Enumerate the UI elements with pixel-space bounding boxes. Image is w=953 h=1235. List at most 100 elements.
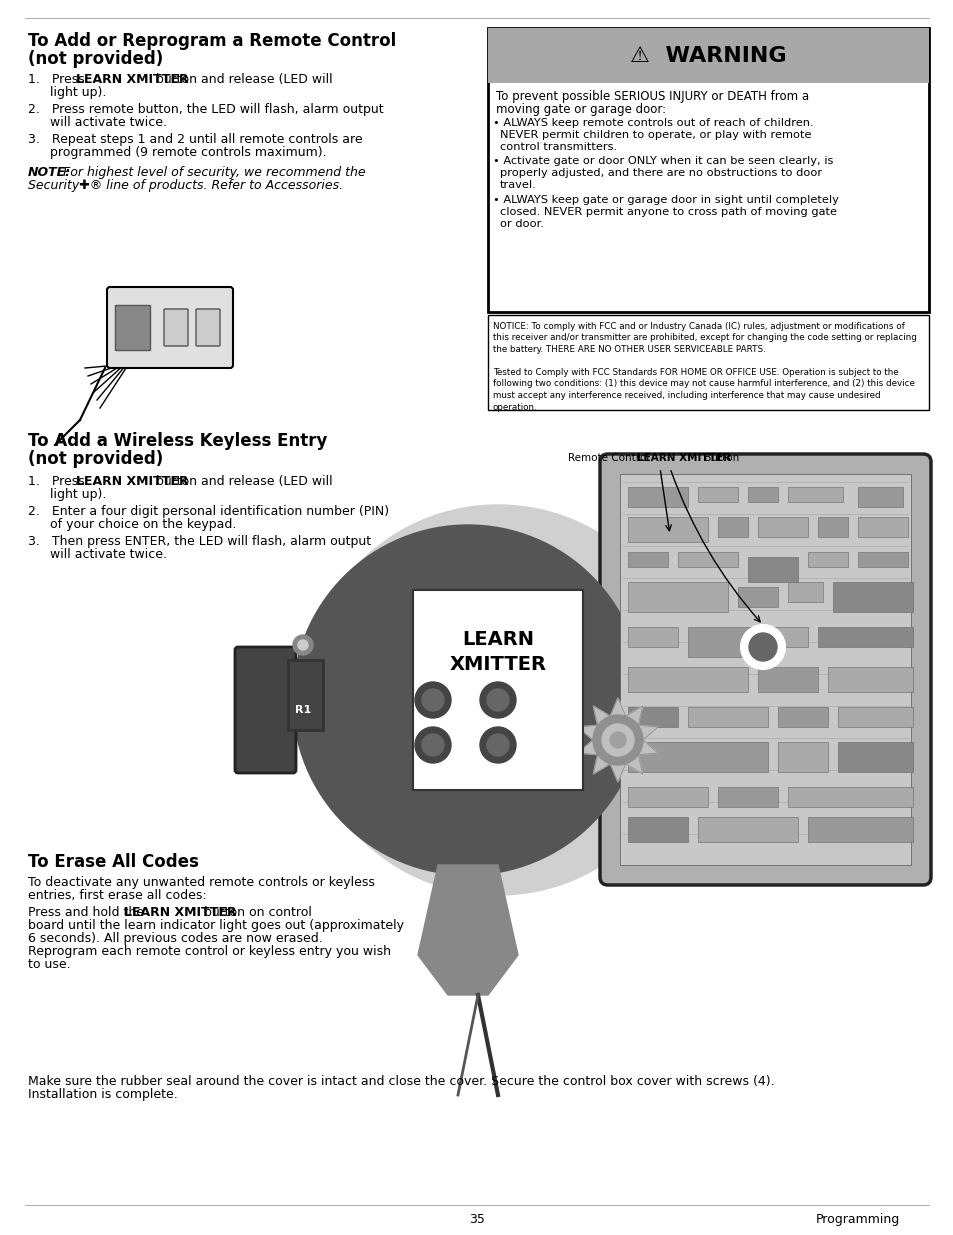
Circle shape	[415, 682, 451, 718]
Bar	[747, 487, 778, 501]
Bar	[115, 305, 150, 350]
Text: LEARN XMITTER: LEARN XMITTER	[637, 453, 731, 463]
Bar	[627, 517, 707, 542]
Text: For highest level of security, we recommend the: For highest level of security, we recomm…	[59, 165, 365, 179]
Circle shape	[740, 625, 784, 669]
Text: operation.: operation.	[493, 403, 537, 411]
Text: ⚠  WARNING: ⚠ WARNING	[630, 46, 786, 65]
Text: (not provided): (not provided)	[28, 49, 163, 68]
Bar	[738, 587, 778, 606]
Bar	[827, 667, 912, 692]
Text: must accept any interference received, including interference that may cause und: must accept any interference received, i…	[493, 391, 880, 400]
Bar	[832, 582, 912, 613]
Text: To Erase All Codes: To Erase All Codes	[28, 853, 198, 871]
Text: To prevent possible SERIOUS INJURY or DEATH from a: To prevent possible SERIOUS INJURY or DE…	[496, 90, 808, 103]
Text: will activate twice.: will activate twice.	[50, 116, 167, 128]
Bar	[787, 582, 822, 601]
Text: programmed (9 remote controls maximum).: programmed (9 remote controls maximum).	[50, 146, 326, 159]
Text: entries, first erase all codes:: entries, first erase all codes:	[28, 889, 207, 902]
Text: 2.   Press remote button, the LED will flash, alarm output: 2. Press remote button, the LED will fla…	[28, 103, 383, 116]
Polygon shape	[578, 698, 658, 782]
Text: Reprogram each remote control or keyless entry you wish: Reprogram each remote control or keyless…	[28, 945, 391, 958]
Text: button on control: button on control	[199, 906, 312, 919]
Text: 3.   Repeat steps 1 and 2 until all remote controls are: 3. Repeat steps 1 and 2 until all remote…	[28, 133, 362, 146]
Circle shape	[601, 724, 634, 756]
Text: • ALWAYS keep gate or garage door in sight until completely: • ALWAYS keep gate or garage door in sig…	[493, 195, 838, 205]
Bar	[758, 667, 817, 692]
Bar	[778, 742, 827, 772]
Text: of your choice on the keypad.: of your choice on the keypad.	[50, 517, 236, 531]
Text: LEARN: LEARN	[461, 630, 534, 650]
Bar	[627, 818, 687, 842]
Circle shape	[421, 689, 443, 711]
Bar	[718, 517, 747, 537]
Bar	[807, 818, 912, 842]
Text: button and release (LED will: button and release (LED will	[152, 73, 332, 86]
Bar	[627, 582, 727, 613]
Bar	[627, 787, 707, 806]
Circle shape	[303, 505, 692, 895]
Bar	[627, 627, 678, 647]
Bar	[778, 706, 827, 727]
Text: To deactivate any unwanted remote controls or keyless: To deactivate any unwanted remote contro…	[28, 876, 375, 889]
Circle shape	[486, 689, 509, 711]
Text: button and release (LED will: button and release (LED will	[152, 475, 332, 488]
Text: or door.: or door.	[499, 219, 543, 228]
Text: LEARN XMITTER: LEARN XMITTER	[124, 906, 236, 919]
Circle shape	[293, 635, 313, 655]
Bar	[807, 552, 847, 567]
Bar	[817, 627, 912, 647]
Text: 35: 35	[469, 1213, 484, 1226]
Text: To Add or Reprogram a Remote Control: To Add or Reprogram a Remote Control	[28, 32, 395, 49]
Text: Security✚® line of products. Refer to Accessories.: Security✚® line of products. Refer to Ac…	[28, 179, 343, 191]
Bar	[857, 487, 902, 508]
Circle shape	[479, 727, 516, 763]
Bar	[488, 315, 928, 410]
Text: NOTE:: NOTE:	[28, 165, 71, 179]
Bar	[687, 706, 767, 727]
Bar	[678, 552, 738, 567]
Bar	[687, 627, 758, 657]
Text: • ALWAYS keep remote controls out of reach of children.: • ALWAYS keep remote controls out of rea…	[493, 119, 813, 128]
Text: • Activate gate or door ONLY when it can be seen clearly, is: • Activate gate or door ONLY when it can…	[493, 156, 833, 165]
Bar	[718, 787, 778, 806]
Circle shape	[486, 734, 509, 756]
Text: 6 seconds). All previous codes are now erased.: 6 seconds). All previous codes are now e…	[28, 932, 322, 945]
Bar	[837, 742, 912, 772]
Text: 1.   Press: 1. Press	[28, 475, 89, 488]
Text: board until the learn indicator light goes out (approximately: board until the learn indicator light go…	[28, 919, 403, 932]
FancyBboxPatch shape	[234, 647, 295, 773]
Text: moving gate or garage door:: moving gate or garage door:	[496, 103, 665, 116]
Bar	[627, 667, 747, 692]
FancyBboxPatch shape	[195, 309, 220, 346]
Text: 1.   Press: 1. Press	[28, 73, 89, 86]
Circle shape	[748, 634, 776, 661]
Circle shape	[415, 727, 451, 763]
Text: Remote Control: Remote Control	[567, 453, 652, 463]
Text: will activate twice.: will activate twice.	[50, 548, 167, 561]
Bar	[698, 818, 797, 842]
Bar	[627, 487, 687, 508]
Text: closed. NEVER permit anyone to cross path of moving gate: closed. NEVER permit anyone to cross pat…	[499, 207, 836, 217]
Bar	[288, 659, 323, 730]
Text: NEVER permit children to operate, or play with remote: NEVER permit children to operate, or pla…	[499, 130, 811, 140]
Text: to use.: to use.	[28, 958, 71, 971]
Text: following two conditions: (1) this device may not cause harmful interference, an: following two conditions: (1) this devic…	[493, 379, 914, 389]
Bar	[857, 517, 907, 537]
Bar	[627, 742, 767, 772]
Text: (not provided): (not provided)	[28, 450, 163, 468]
Bar	[627, 552, 667, 567]
Circle shape	[293, 525, 642, 876]
Bar	[488, 28, 928, 83]
FancyBboxPatch shape	[164, 309, 188, 346]
Circle shape	[479, 682, 516, 718]
Bar	[857, 552, 907, 567]
Text: light up).: light up).	[50, 86, 107, 99]
Circle shape	[421, 734, 443, 756]
Bar	[787, 487, 842, 501]
Text: Installation is complete.: Installation is complete.	[28, 1088, 177, 1100]
Bar	[413, 590, 582, 790]
Text: Programming: Programming	[815, 1213, 899, 1226]
Bar	[488, 28, 928, 312]
Text: light up).: light up).	[50, 488, 107, 501]
